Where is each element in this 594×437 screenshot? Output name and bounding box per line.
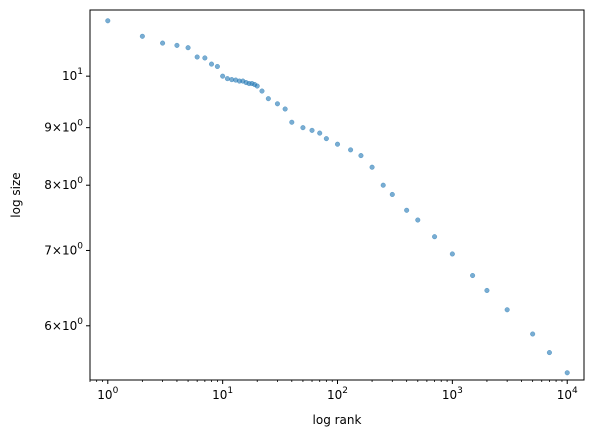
x-axis-ticks: 100 101 102 103 104 — [89, 380, 578, 402]
data-point — [105, 18, 111, 24]
data-point — [530, 331, 536, 337]
data-point — [484, 287, 490, 294]
data-point — [139, 33, 145, 39]
data-point — [289, 119, 295, 125]
data-point — [265, 96, 271, 102]
y-tick-label: 8×100 — [44, 176, 83, 192]
data-point — [389, 191, 395, 198]
x-tick-label: 104 — [557, 386, 578, 402]
y-axis-label: log size — [9, 172, 23, 217]
plot-area — [90, 10, 584, 380]
data-point — [404, 207, 410, 213]
data-point — [432, 234, 438, 240]
data-points — [105, 18, 570, 376]
data-point — [174, 42, 180, 48]
x-tick-label: 103 — [442, 386, 463, 402]
data-point — [282, 106, 288, 112]
y-tick-label: 7×100 — [44, 241, 83, 257]
data-point — [380, 182, 386, 188]
data-point — [449, 251, 455, 257]
data-point — [309, 127, 315, 133]
data-point — [259, 88, 265, 94]
data-point — [415, 217, 421, 223]
data-point — [185, 45, 191, 51]
y-tick-label: 6×100 — [44, 317, 83, 333]
data-point — [470, 272, 476, 279]
data-point — [202, 55, 208, 61]
data-point — [224, 76, 230, 82]
data-point — [214, 63, 220, 70]
data-point — [300, 125, 306, 131]
data-point — [546, 350, 552, 356]
y-tick-label: 101 — [62, 67, 83, 83]
data-point — [208, 61, 215, 67]
data-point — [323, 136, 329, 142]
data-point — [317, 130, 323, 136]
x-tick-label: 102 — [327, 386, 348, 402]
data-point — [369, 164, 375, 170]
data-point — [160, 40, 166, 46]
data-point — [358, 153, 364, 159]
plot-frame — [89, 9, 585, 381]
y-axis-ticks: 6×100 7×100 8×100 9×100 101 — [44, 67, 90, 333]
data-point — [504, 307, 510, 313]
data-point — [194, 54, 200, 60]
data-point — [274, 101, 281, 107]
data-point — [220, 73, 226, 79]
data-point — [334, 141, 341, 147]
data-point — [254, 83, 260, 89]
x-axis-label: log rank — [313, 413, 362, 427]
data-point — [348, 147, 354, 153]
data-point — [564, 370, 570, 376]
y-tick-label: 9×100 — [44, 119, 83, 135]
x-tick-label: 100 — [97, 386, 118, 402]
x-tick-label: 101 — [212, 386, 233, 402]
